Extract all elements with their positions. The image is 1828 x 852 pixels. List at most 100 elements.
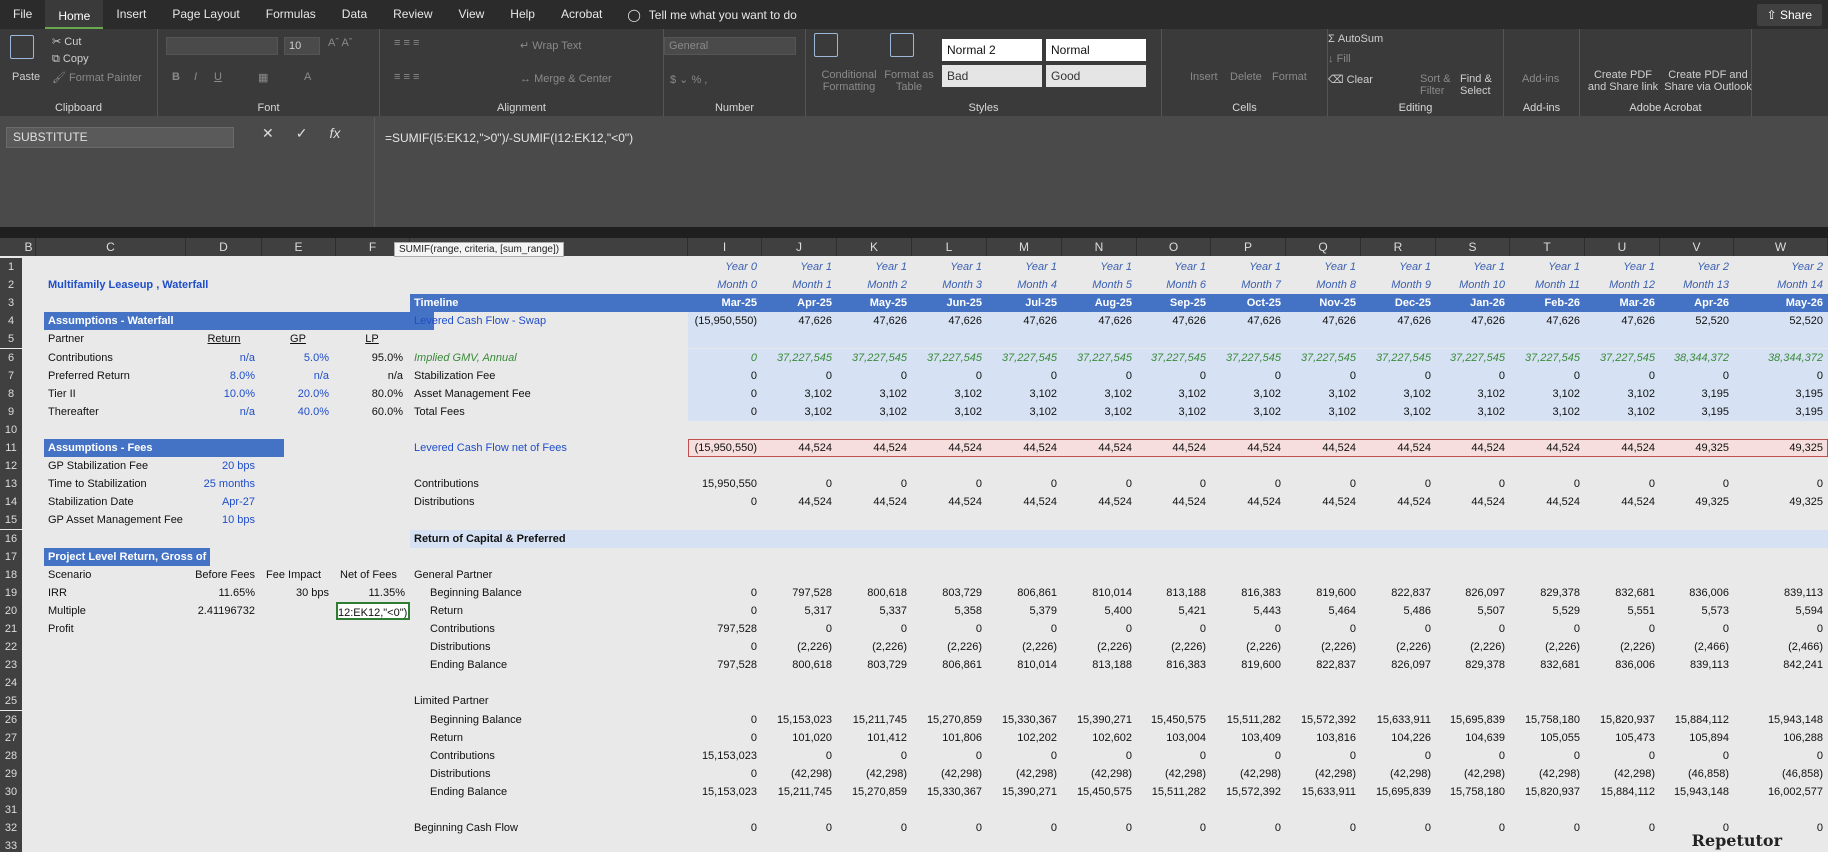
row-label[interactable]: Distributions bbox=[430, 767, 491, 780]
column-header[interactable]: W bbox=[1734, 238, 1828, 256]
value-cell[interactable]: 102,602 bbox=[1092, 731, 1132, 744]
scenario-value[interactable] bbox=[188, 620, 260, 638]
format-painter-button[interactable]: 🖌 Format Painter bbox=[52, 72, 142, 84]
month-label[interactable]: Month 6 bbox=[1166, 279, 1206, 292]
value-cell[interactable]: 0 bbox=[1050, 749, 1057, 762]
assumption-value[interactable]: 8.0% bbox=[229, 369, 255, 382]
cut-button[interactable]: ✂ Cut bbox=[52, 36, 82, 48]
value-cell[interactable]: 101,412 bbox=[867, 731, 907, 744]
row-header[interactable]: 25 bbox=[0, 692, 22, 711]
value-cell[interactable]: 3,102 bbox=[1029, 405, 1057, 418]
value-cell[interactable]: 5,507 bbox=[1477, 604, 1505, 617]
cancel-icon[interactable]: ✕ bbox=[262, 125, 274, 141]
value-cell[interactable]: 47,626 bbox=[1471, 315, 1505, 328]
value-cell[interactable]: 37,227,545 bbox=[1449, 351, 1505, 364]
value-cell[interactable]: 37,227,545 bbox=[1375, 351, 1431, 364]
value-cell[interactable]: 37,227,545 bbox=[1225, 351, 1281, 364]
row-header[interactable]: 11 bbox=[0, 439, 22, 458]
assumption-value[interactable]: Return bbox=[207, 333, 241, 346]
merge-center-button[interactable]: ↔ Merge & Center bbox=[520, 73, 612, 85]
value-cell[interactable]: (2,226) bbox=[1396, 641, 1431, 654]
value-cell[interactable]: 3,102 bbox=[1253, 387, 1281, 400]
value-cell[interactable]: 0 bbox=[1816, 369, 1823, 382]
value-cell[interactable]: 44,524 bbox=[1322, 496, 1356, 509]
row-label[interactable]: Stabilization Fee bbox=[414, 369, 496, 382]
insert-cells-button[interactable]: Insert bbox=[1190, 71, 1218, 83]
value-cell[interactable]: 102,202 bbox=[1017, 731, 1057, 744]
value-cell[interactable]: 103,409 bbox=[1241, 731, 1281, 744]
row-header[interactable]: 9 bbox=[0, 402, 22, 421]
value-cell[interactable]: 3,102 bbox=[879, 387, 907, 400]
enter-icon[interactable]: ✓ bbox=[295, 125, 308, 141]
value-cell[interactable]: 0 bbox=[1498, 478, 1505, 491]
value-cell[interactable]: 47,626 bbox=[1247, 315, 1281, 328]
value-cell[interactable]: 0 bbox=[1125, 749, 1132, 762]
date-header[interactable]: Oct-25 bbox=[1211, 294, 1286, 313]
value-cell[interactable]: (42,298) bbox=[1165, 767, 1206, 780]
row-label[interactable]: Return of Capital & Preferred bbox=[414, 532, 566, 545]
month-label[interactable]: Month 8 bbox=[1316, 279, 1356, 292]
row-label[interactable]: General Partner bbox=[414, 568, 493, 581]
value-cell[interactable]: 37,227,545 bbox=[1524, 351, 1580, 364]
value-cell[interactable]: 5,421 bbox=[1178, 604, 1206, 617]
value-cell[interactable]: 0 bbox=[1125, 822, 1132, 835]
row-label[interactable]: Implied GMV, Annual bbox=[414, 351, 517, 364]
value-cell[interactable]: 0 bbox=[1498, 369, 1505, 382]
value-cell[interactable]: 44,524 bbox=[1471, 442, 1505, 454]
month-label[interactable]: Month 10 bbox=[1459, 279, 1505, 292]
value-cell[interactable]: 3,102 bbox=[1552, 387, 1580, 400]
date-header[interactable]: Nov-25 bbox=[1286, 294, 1361, 313]
value-cell[interactable]: 0 bbox=[750, 351, 757, 364]
value-cell[interactable]: 15,695,839 bbox=[1449, 713, 1505, 726]
value-cell[interactable]: 3,102 bbox=[1328, 405, 1356, 418]
column-header[interactable]: C bbox=[36, 238, 186, 256]
row-label[interactable]: Asset Management Fee bbox=[414, 387, 531, 400]
tab-insert[interactable]: Insert bbox=[116, 7, 147, 21]
value-cell[interactable]: 103,004 bbox=[1166, 731, 1206, 744]
value-cell[interactable]: 49,325 bbox=[1789, 442, 1823, 454]
fee-value[interactable]: 20 bps bbox=[221, 460, 255, 473]
row-header[interactable]: 30 bbox=[0, 782, 22, 801]
year-label[interactable]: Year 1 bbox=[1025, 261, 1057, 273]
value-cell[interactable]: 15,270,859 bbox=[851, 785, 907, 798]
autosum-button[interactable]: Σ AutoSum bbox=[1328, 33, 1384, 45]
value-cell[interactable]: 15,572,392 bbox=[1300, 713, 1356, 726]
value-cell[interactable]: (46,858) bbox=[1688, 767, 1729, 780]
align-top-icon[interactable]: ≡ ≡ ≡ bbox=[394, 37, 420, 49]
value-cell[interactable]: (42,298) bbox=[1539, 767, 1580, 780]
value-cell[interactable]: 0 bbox=[1050, 822, 1057, 835]
grow-font-icon[interactable]: Aˆ Aˇ bbox=[328, 37, 353, 49]
value-cell[interactable]: 44,524 bbox=[1023, 496, 1057, 509]
value-cell[interactable]: 816,383 bbox=[1241, 586, 1281, 599]
value-cell[interactable]: 37,227,545 bbox=[926, 351, 982, 364]
year-label[interactable]: Year 1 bbox=[1174, 261, 1206, 273]
date-header[interactable]: Jun-25 bbox=[912, 294, 987, 313]
row-label[interactable] bbox=[410, 330, 630, 348]
month-label[interactable]: Month 13 bbox=[1683, 279, 1729, 292]
row-header[interactable]: 26 bbox=[0, 710, 22, 729]
table-header[interactable]: Before Fees bbox=[195, 568, 255, 581]
assumption-value[interactable]: 10.0% bbox=[223, 387, 255, 400]
value-cell[interactable]: 3,102 bbox=[1403, 387, 1431, 400]
value-cell[interactable]: 832,681 bbox=[1615, 586, 1655, 599]
row-label[interactable]: Distributions bbox=[414, 496, 475, 509]
value-cell[interactable]: 5,529 bbox=[1552, 604, 1580, 617]
style-good[interactable]: Good bbox=[1046, 65, 1146, 87]
value-cell[interactable]: 38,344,372 bbox=[1673, 351, 1729, 364]
value-cell[interactable]: 0 bbox=[825, 369, 832, 382]
value-cell[interactable]: 15,390,271 bbox=[1076, 713, 1132, 726]
row-header[interactable]: 4 bbox=[0, 312, 22, 331]
row-header[interactable]: 29 bbox=[0, 764, 22, 783]
name-box[interactable]: SUBSTITUTE bbox=[6, 127, 234, 148]
value-cell[interactable]: 0 bbox=[1816, 822, 1823, 835]
tab-view[interactable]: View bbox=[458, 7, 485, 21]
value-cell[interactable]: (2,226) bbox=[797, 641, 832, 654]
column-header[interactable]: Q bbox=[1286, 238, 1361, 256]
value-cell[interactable]: 104,226 bbox=[1391, 731, 1431, 744]
value-cell[interactable]: 0 bbox=[1816, 478, 1823, 491]
value-cell[interactable]: (2,226) bbox=[1470, 641, 1505, 654]
value-cell[interactable]: 806,861 bbox=[942, 659, 982, 672]
value-cell[interactable]: 37,227,545 bbox=[1150, 351, 1206, 364]
value-cell[interactable]: 49,325 bbox=[1789, 496, 1823, 509]
value-cell[interactable]: 0 bbox=[1722, 822, 1729, 835]
